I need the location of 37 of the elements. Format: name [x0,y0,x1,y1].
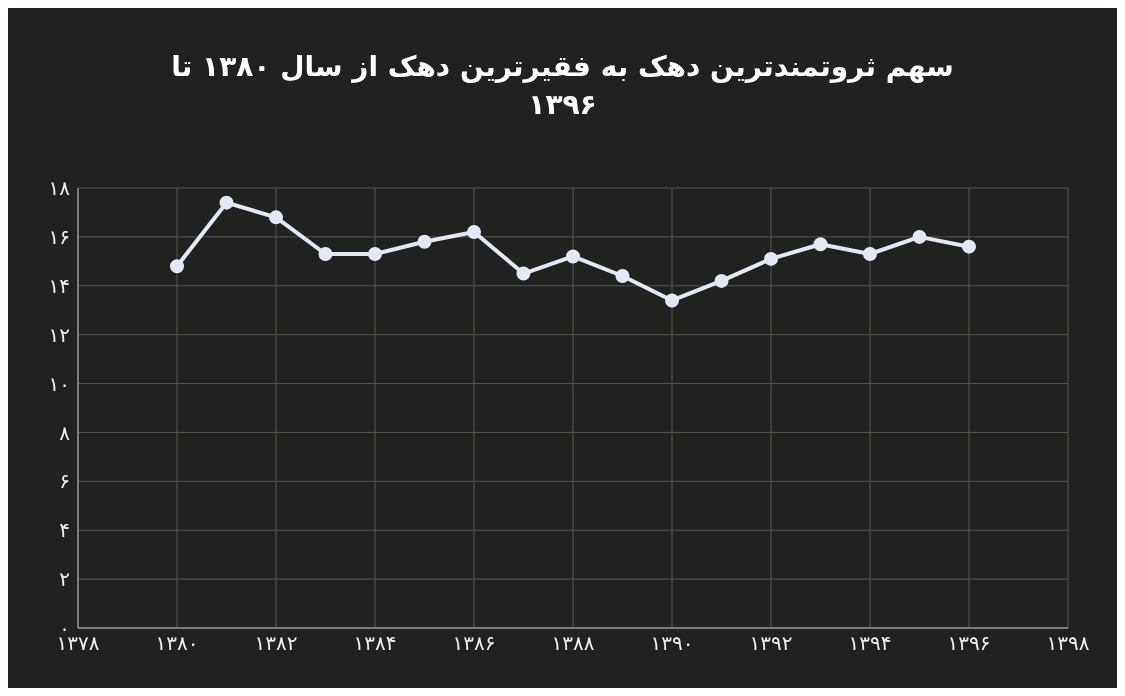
y-tick-label: ۱۸ [48,176,71,201]
point [665,293,679,308]
y-tick-label: ۱۰ [48,371,70,396]
point [714,273,729,288]
point [615,269,630,283]
point [813,237,828,252]
x-tick-label: ۱۳۹۸ [1046,631,1090,656]
point [170,259,184,274]
x-tick-label: ۱۳۸۲ [254,631,298,656]
point [368,247,382,261]
y-tick-label: ۱۲ [48,322,70,347]
x-tick-label: ۱۳۹۶ [947,631,991,656]
point [417,234,432,249]
y-tick-label: ۲ [59,567,70,592]
point [566,249,580,264]
y-tick-label: ۴ [59,518,70,543]
point [912,229,927,244]
y-tick-label: ۱۶ [48,224,70,249]
x-tick-label: ۱۳۸۰ [155,631,199,656]
x-tick-label: ۱۳۹۲ [749,631,793,656]
chart-title: سهم ثروتمندترین دهک به فقیرترین دهک از سال ۱۳۸۰ تا ۱۳۹۶ [170,49,955,123]
point [269,210,283,225]
point [962,239,976,254]
x-tick-label: ۱۳۸۸ [551,631,595,656]
point [467,225,481,239]
point [863,247,877,261]
point [318,247,333,261]
y-tick-label: ۸ [59,420,71,445]
point [764,251,778,266]
y-tick-label: ۱۴ [48,273,70,298]
x-tick-label: ۱۳۸۶ [452,631,496,656]
x-tick-label: ۱۳۹۴ [848,631,892,656]
x-tick-label: ۱۳۹۰ [650,631,694,656]
point [219,195,234,210]
point [516,266,531,281]
x-tick-label: ۱۳۸۴ [353,631,397,656]
y-tick-label: ۶ [59,469,70,494]
